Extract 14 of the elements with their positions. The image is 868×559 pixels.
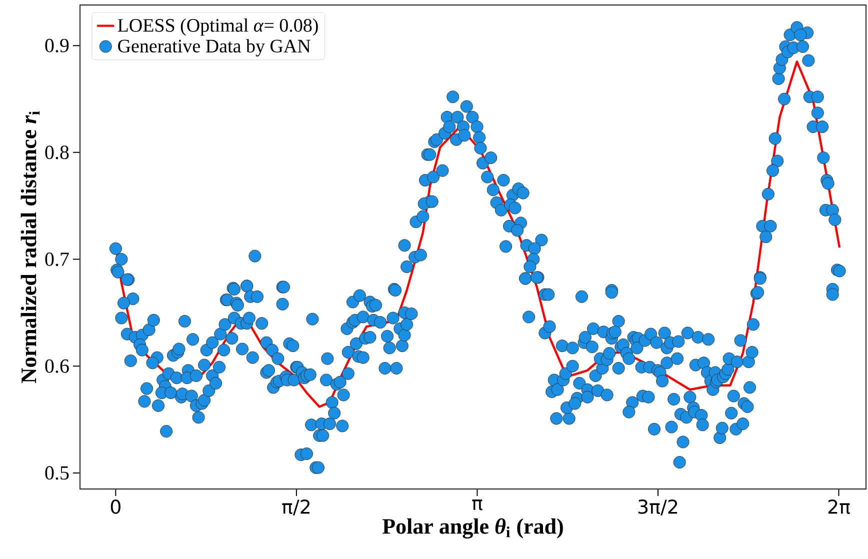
legend-label: Generative Data by GAN bbox=[118, 39, 310, 56]
y-axis-title: Normalized radial distance r$_{i}$ bbox=[20, 111, 40, 384]
y-tick-label: 0.6 bbox=[45, 359, 69, 373]
y-tick-label: 0.8 bbox=[45, 146, 69, 160]
x-tick-label: 0 bbox=[110, 500, 120, 514]
y-tick-label: 0.9 bbox=[45, 38, 69, 52]
x-tick-label: 3π/2 bbox=[638, 500, 678, 516]
y-tick-label: 0.7 bbox=[45, 252, 69, 266]
x-tick-label: π bbox=[472, 500, 482, 510]
legend-label: LOESS (Optimal α= 0.08) bbox=[118, 18, 318, 36]
y-tick-label: 0.5 bbox=[45, 466, 69, 480]
x-axis-title: Polar angle θ$_{i}$ (rad) bbox=[382, 518, 563, 538]
x-tick-label: π/2 bbox=[282, 500, 310, 516]
x-tick-label: 2π bbox=[828, 500, 850, 514]
